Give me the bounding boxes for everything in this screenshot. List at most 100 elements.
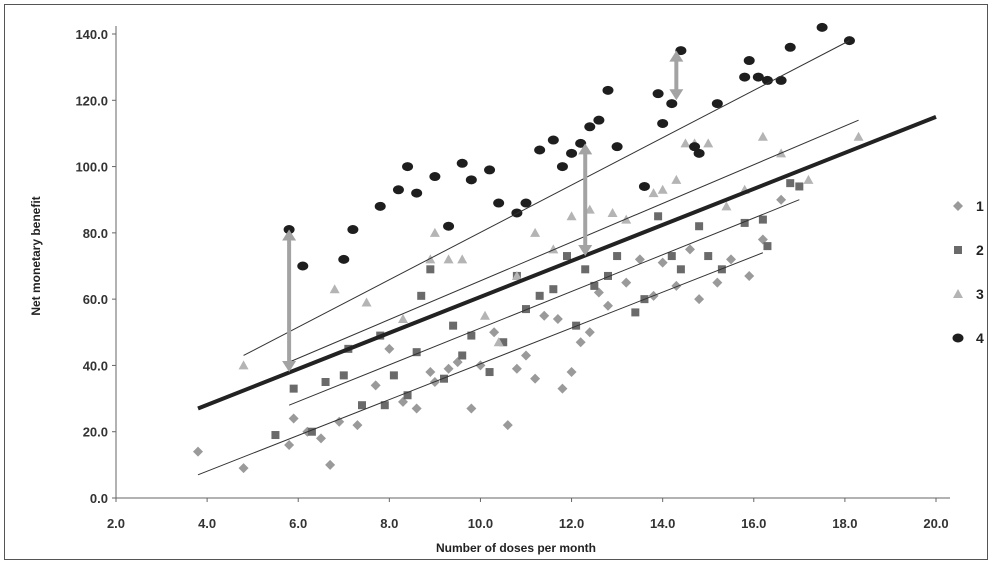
data-point-series-1 [694,294,705,305]
data-point-series-3 [530,227,541,237]
data-point-series-4 [584,122,596,132]
data-point-series-1 [288,413,299,424]
data-point-series-1 [452,357,463,368]
data-point-series-1 [521,350,531,361]
data-point-series-1 [634,254,645,265]
data-point-series-1 [757,234,768,245]
y-axis-title: Net monetary benefit [29,196,43,315]
data-point-series-2 [667,252,676,261]
data-point-series-1 [334,416,345,427]
legend-marker-2 [954,246,962,254]
y-tick-label: 0.0 [90,491,108,506]
data-point-series-3 [607,207,618,217]
data-point-series-1 [284,439,295,450]
data-point-series-2 [654,212,663,221]
arrow-head-bottom [669,89,684,101]
data-point-series-3 [548,244,559,254]
data-point-series-2 [535,291,544,300]
data-point-series-1 [593,287,604,298]
data-point-series-2 [676,265,685,274]
data-point-series-2 [695,222,704,231]
data-point-series-3 [566,211,577,221]
data-point-series-1 [398,396,408,407]
data-point-series-2 [758,215,767,224]
data-point-series-4 [465,175,477,185]
data-point-series-3 [493,337,504,347]
legend-label-2: 2 [976,242,984,258]
data-point-series-1 [539,310,550,321]
data-point-series-3 [853,131,864,141]
data-point-series-1 [671,280,682,291]
data-point-series-2 [549,285,558,294]
data-point-series-2 [403,391,412,400]
data-point-series-4 [775,75,787,85]
x-tick-label: 16.0 [741,516,766,531]
data-point-series-4 [675,46,687,56]
data-point-series-4 [347,225,359,235]
data-point-series-2 [289,384,298,393]
fit-line-1 [197,252,764,476]
data-point-series-3 [361,297,372,307]
data-point-series-1 [776,194,787,205]
data-point-series-2 [358,401,366,410]
data-point-series-4 [297,261,309,271]
data-point-series-1 [502,420,513,431]
data-point-series-3 [680,138,691,148]
data-point-series-3 [511,270,522,280]
data-point-series-2 [417,291,426,300]
data-point-series-2 [581,265,590,274]
data-point-series-2 [590,281,599,290]
data-point-series-4 [711,99,723,109]
data-point-series-4 [402,162,414,172]
data-point-series-3 [480,310,490,320]
data-point-series-4 [520,198,532,208]
data-point-series-4 [429,172,441,182]
legend-label-3: 3 [976,286,984,302]
y-tick-label: 80.0 [83,226,108,241]
data-point-series-4 [816,22,828,32]
data-point-series-1 [425,367,436,378]
data-point-series-4 [761,75,773,85]
data-point-series-1 [370,380,381,391]
data-point-series-1 [575,337,586,348]
data-point-series-2 [389,371,398,380]
x-tick-label: 18.0 [832,516,857,531]
data-point-series-1 [316,433,326,444]
data-point-series-2 [339,371,348,380]
data-point-series-1 [557,383,568,394]
data-point-series-2 [740,218,749,227]
data-point-series-1 [530,373,541,384]
data-point-series-4 [743,56,755,66]
data-point-series-1 [325,459,336,470]
data-point-series-3 [443,254,454,264]
data-point-series-2 [467,331,476,340]
y-tick-label: 20.0 [83,425,108,440]
data-point-series-1 [657,257,668,268]
y-tick-label: 140.0 [75,27,108,42]
arrow-head-top [578,143,593,155]
data-point-series-2 [613,252,622,261]
data-point-series-4 [652,89,664,99]
data-point-series-4 [752,72,764,82]
data-point-series-1 [238,463,249,474]
data-point-series-2 [380,401,389,410]
data-point-series-4 [456,158,468,168]
data-point-series-3 [398,314,408,324]
data-point-series-3 [703,138,714,148]
arrow-head-bottom [578,245,593,257]
data-point-series-2 [786,179,795,188]
legend-label-1: 1 [976,198,984,214]
data-point-series-1 [712,277,723,288]
data-point-series-1 [685,244,695,255]
x-tick-label: 14.0 [650,516,675,531]
data-point-series-4 [593,115,605,125]
data-point-series-2 [412,348,421,357]
x-tick-label: 20.0 [923,516,948,531]
data-point-series-4 [484,165,496,175]
x-tick-label: 10.0 [468,516,493,531]
data-point-series-4 [493,198,505,208]
arrow-head-top [669,50,684,62]
data-point-series-1 [603,300,613,311]
data-point-series-2 [795,182,804,191]
data-point-series-1 [552,314,563,325]
